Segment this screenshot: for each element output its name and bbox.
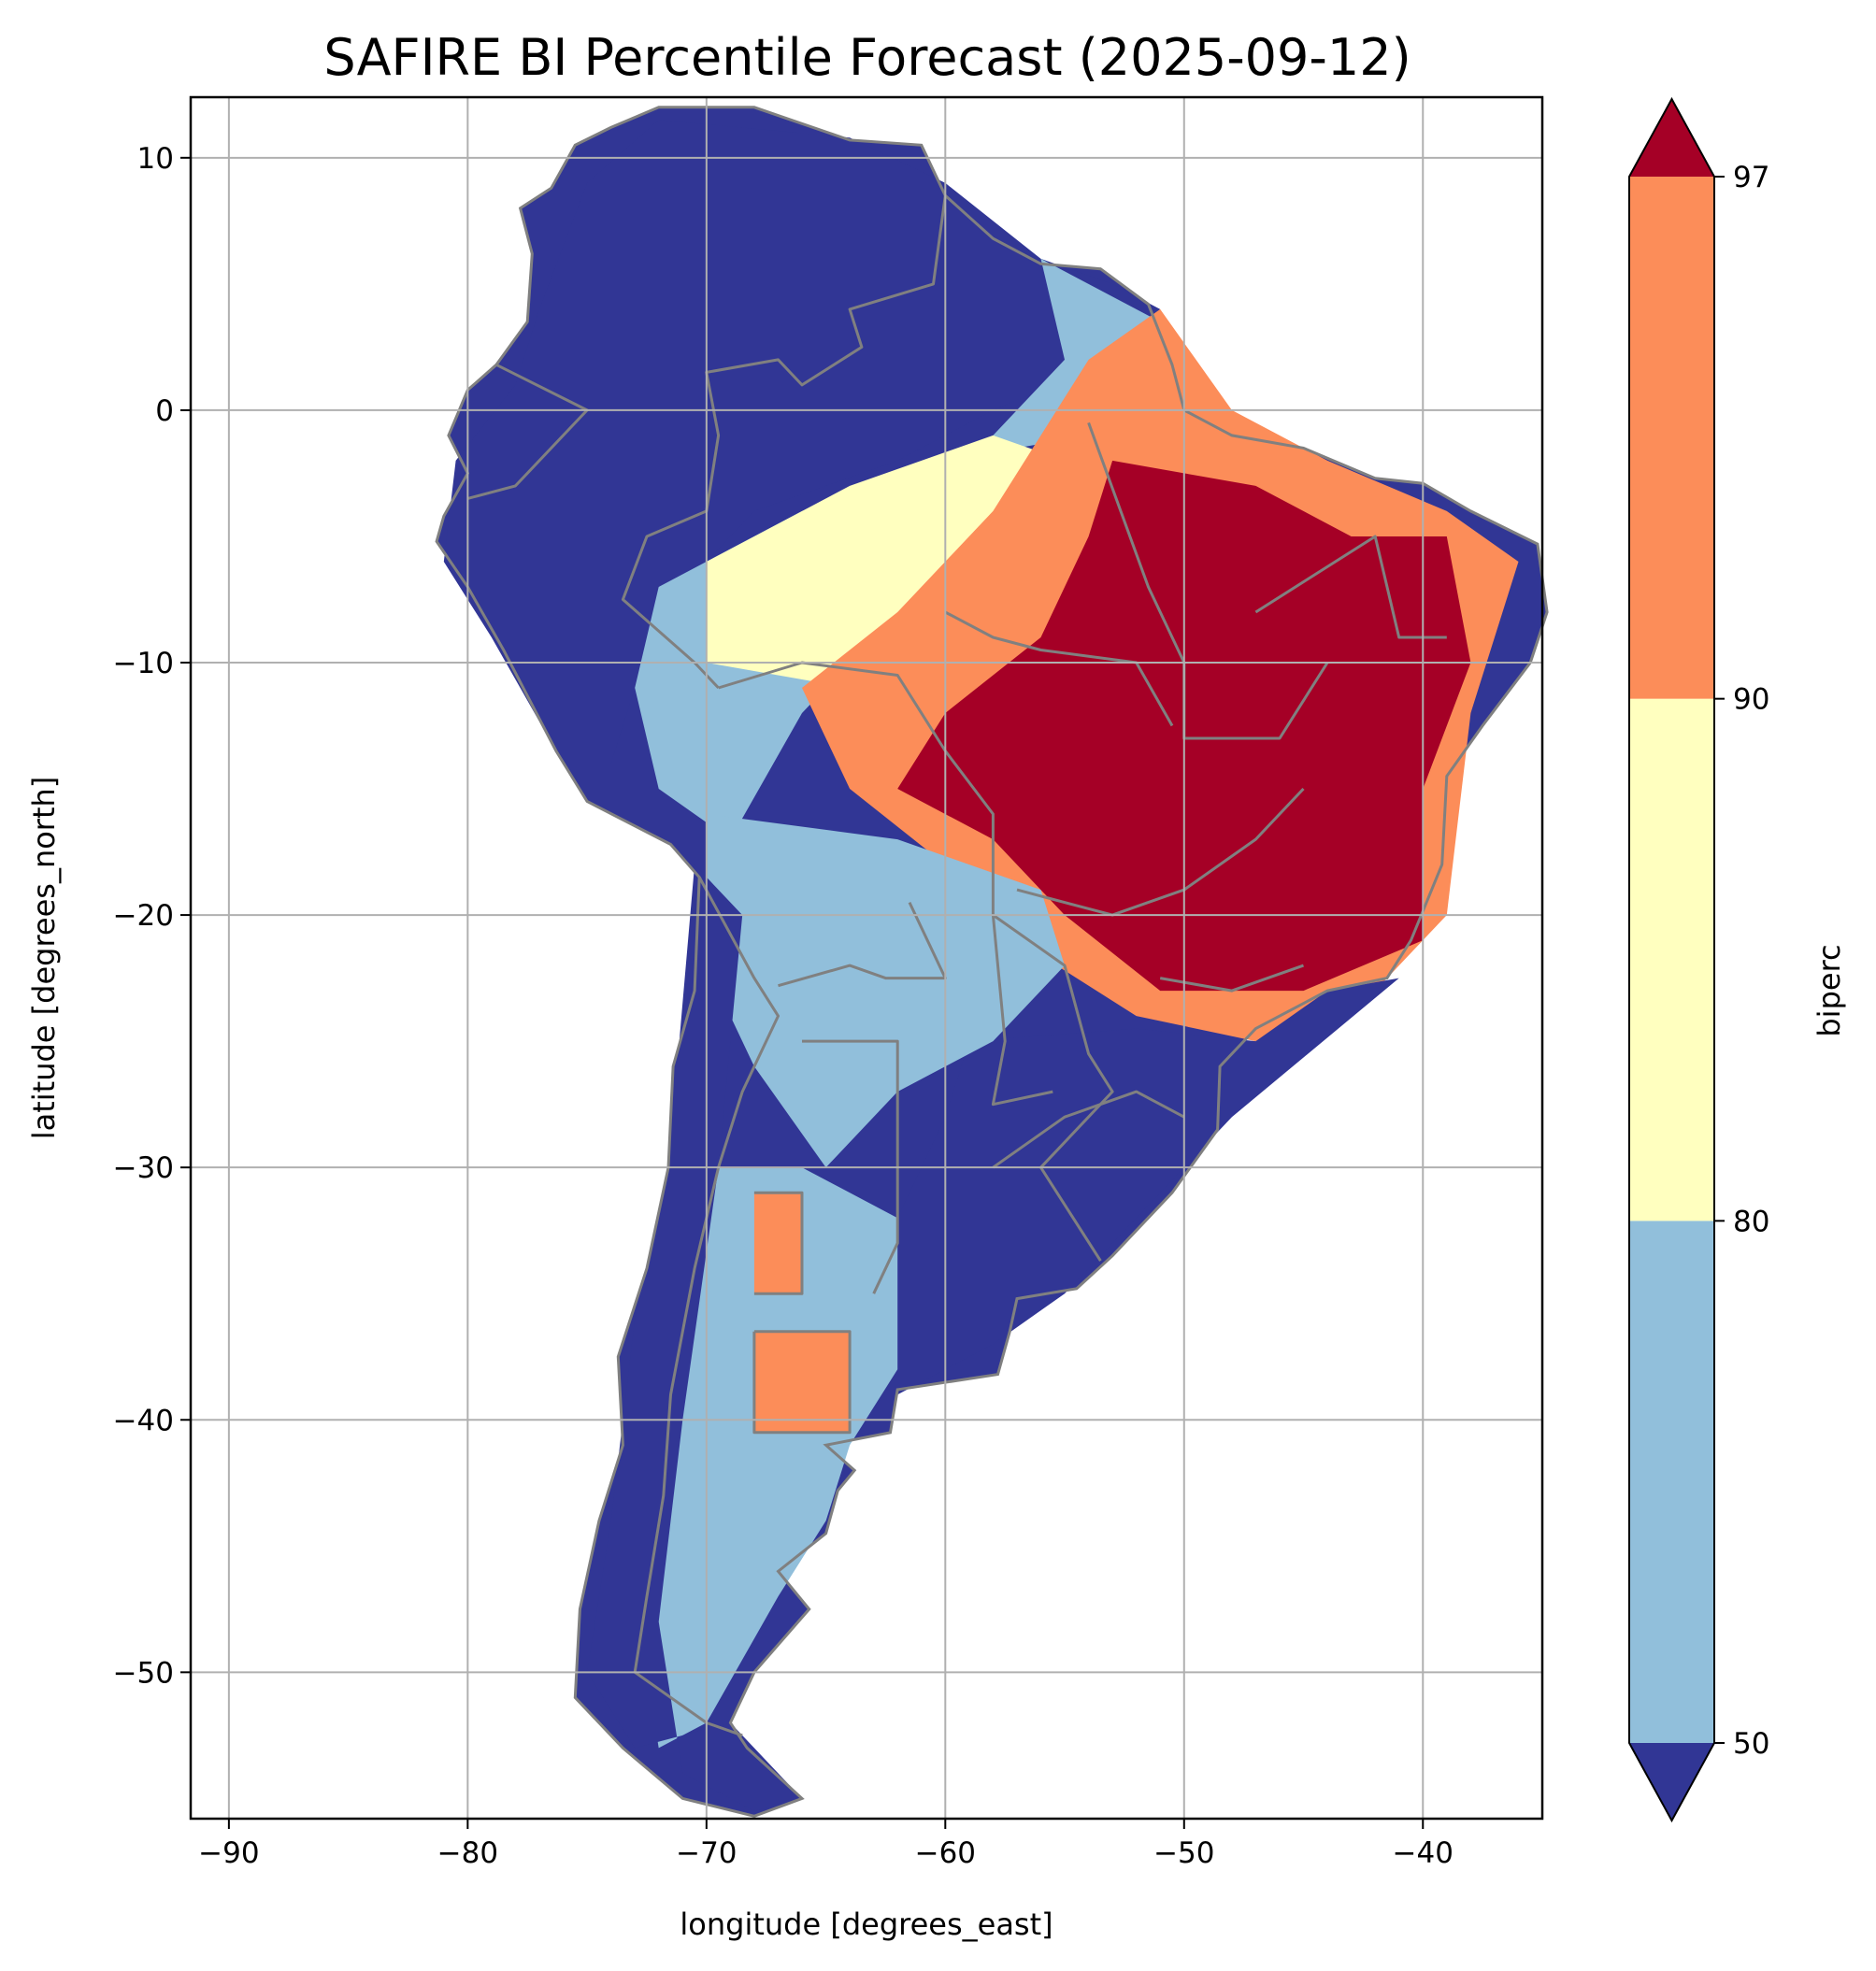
x-tick-label: −60	[915, 1836, 976, 1870]
coastline	[435, 106, 1549, 1818]
y-tick-label: −50	[113, 1656, 174, 1690]
border-line	[992, 1090, 1185, 1169]
border-line	[944, 610, 1174, 727]
region-hot-pampa	[753, 1331, 851, 1433]
colorbar: 50 80 90 97 biperc	[1628, 96, 1847, 1823]
border-line	[467, 363, 589, 500]
x-tick-label: −80	[437, 1836, 498, 1870]
border-line	[778, 901, 947, 988]
colorbar-segment	[1629, 177, 1714, 699]
region-low-chile	[587, 864, 802, 1811]
y-tick-label: −40	[113, 1404, 174, 1437]
region-mid-gran-chaco	[706, 814, 1065, 1168]
colorbar-ticks: 50 80 90 97	[1714, 161, 1769, 1761]
border-line	[991, 914, 1053, 1107]
colorbar-segment	[1629, 698, 1714, 1221]
x-tick-label: −90	[198, 1836, 259, 1870]
y-tick-label: 0	[155, 394, 174, 428]
colorbar-tick-label: 80	[1733, 1205, 1769, 1238]
colorbar-extend-min	[1629, 1743, 1714, 1821]
region-low-southeast	[825, 978, 1399, 1421]
border-line	[753, 1191, 804, 1295]
region-layer	[443, 120, 1519, 1811]
map-frame	[189, 95, 1544, 1821]
chart-title: SAFIRE BI Percentile Forecast (2025-09-1…	[323, 28, 1411, 87]
region-mid-argentina	[635, 1167, 898, 1749]
y-tick-label: −30	[113, 1151, 174, 1185]
gridlines	[191, 97, 1542, 1819]
x-axis-label: longitude [degrees_east]	[680, 1907, 1053, 1942]
border-line	[752, 1330, 852, 1435]
border-line	[802, 1039, 899, 1294]
y-axis: 10 0 −10 −20 −30 −40 −50	[113, 142, 191, 1690]
map-panel	[189, 95, 1549, 1821]
colorbar-tick-label: 50	[1733, 1727, 1769, 1761]
colorbar-segment	[1629, 1221, 1714, 1743]
y-axis-label: latitude [degrees_north]	[26, 777, 62, 1140]
colorbar-extend-max	[1629, 99, 1714, 177]
x-tick-label: −50	[1153, 1836, 1214, 1870]
region-hot-cuyo	[753, 1193, 802, 1294]
y-tick-label: 10	[137, 142, 174, 176]
x-tick-label: −40	[1393, 1836, 1454, 1870]
colorbar-label: biperc	[1812, 944, 1847, 1036]
colorbar-segments	[1628, 96, 1715, 1823]
border-line	[633, 876, 780, 1737]
colorbar-tick-label: 97	[1733, 161, 1769, 194]
x-tick-label: −70	[676, 1836, 737, 1870]
region-low-northwest	[443, 120, 1161, 764]
colorbar-tick-label: 90	[1733, 683, 1769, 717]
x-axis: −90 −80 −70 −60 −50 −40	[198, 1819, 1454, 1870]
y-tick-label: −20	[113, 899, 174, 933]
y-tick-label: −10	[113, 647, 174, 680]
